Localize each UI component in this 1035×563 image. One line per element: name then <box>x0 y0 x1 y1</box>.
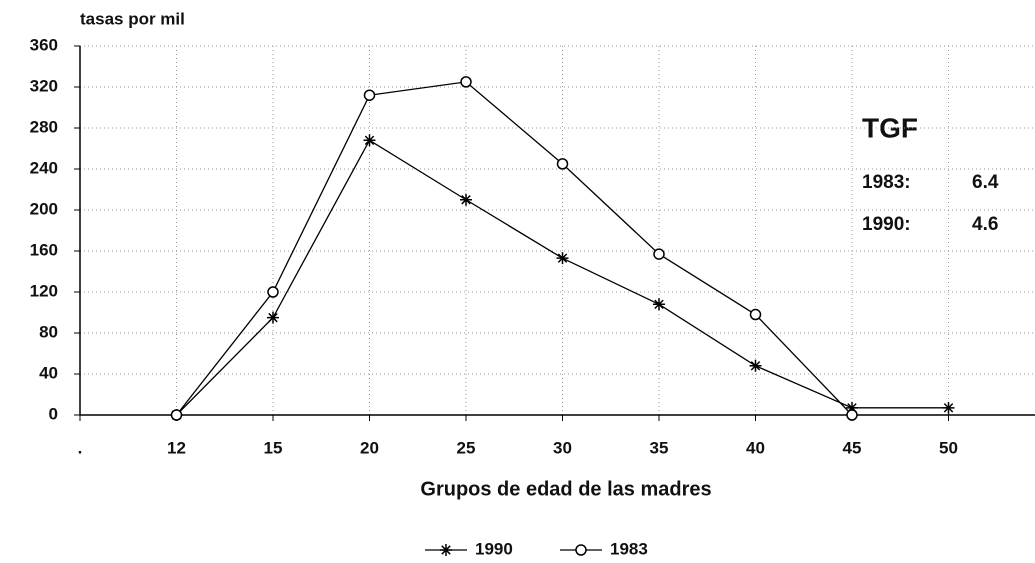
x-tick-label: 45 <box>843 438 862 457</box>
legend-marker <box>440 544 452 556</box>
x-tick-label: 20 <box>360 438 379 457</box>
y-tick-label: 0 <box>49 404 58 423</box>
marker <box>846 401 858 414</box>
annotation-label: 1983: <box>862 172 911 193</box>
marker <box>267 311 279 324</box>
x-tick-label: 15 <box>264 438 283 457</box>
x-axis-label: Grupos de edad de las madres <box>420 478 711 500</box>
marker <box>460 193 472 206</box>
marker <box>749 308 762 321</box>
x-tick-label: 40 <box>746 438 765 457</box>
x-tick-label: 50 <box>939 438 958 457</box>
marker <box>267 286 279 298</box>
marker <box>363 89 376 101</box>
legend-label: 1983 <box>610 539 648 558</box>
marker <box>170 409 183 421</box>
marker <box>653 298 665 311</box>
x-tick-label: 12 <box>167 438 186 457</box>
annotation-value: 6.4 <box>972 172 999 193</box>
y-tick-label: 80 <box>39 322 58 341</box>
legend-marker <box>575 544 587 556</box>
legend-label: 1990 <box>475 539 513 558</box>
marker <box>363 134 376 147</box>
marker <box>556 158 569 170</box>
marker <box>749 359 762 372</box>
y-tick-label: 160 <box>30 240 58 259</box>
marker <box>653 248 665 260</box>
annotation-value: 4.6 <box>972 214 998 235</box>
x-tick-label: 35 <box>650 438 669 457</box>
marker <box>942 401 955 414</box>
y-tick-label: 120 <box>30 281 58 300</box>
y-tick-label: 240 <box>30 158 58 177</box>
x-tick-label: . <box>78 438 83 457</box>
y-tick-label: 320 <box>30 76 58 95</box>
annotation-label: 1990: <box>862 214 911 235</box>
series-line <box>175 81 853 416</box>
marker <box>846 409 858 421</box>
y-tick-label: 360 <box>30 35 58 54</box>
annotation-title: TGF <box>862 112 918 143</box>
marker <box>460 76 472 88</box>
x-tick-label: 25 <box>457 438 476 457</box>
y-axis-label: tasas por mil <box>80 9 185 28</box>
x-tick-label: 30 <box>553 438 572 457</box>
y-tick-label: 40 <box>39 363 58 382</box>
marker <box>556 252 569 265</box>
y-tick-label: 280 <box>30 117 58 136</box>
y-tick-label: 200 <box>30 199 58 218</box>
